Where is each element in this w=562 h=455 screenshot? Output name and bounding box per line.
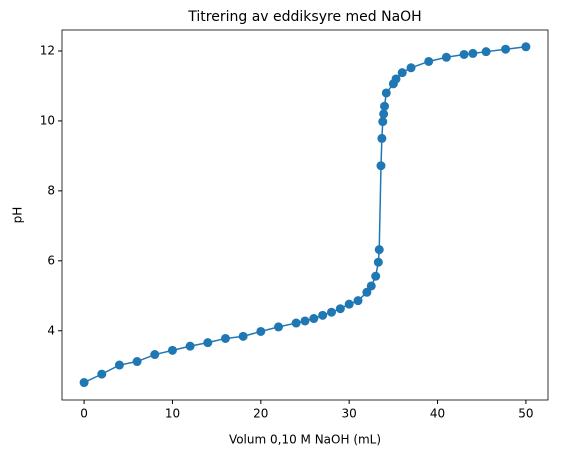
data-point <box>300 316 310 326</box>
y-tick-label: 12 <box>40 43 55 57</box>
data-point <box>150 350 160 360</box>
data-point <box>378 117 388 127</box>
data-point <box>318 310 328 320</box>
data-point <box>291 318 301 328</box>
x-tick-label: 50 <box>518 407 533 421</box>
data-point <box>441 52 451 62</box>
y-tick-label: 10 <box>40 113 55 127</box>
data-point <box>481 47 491 57</box>
data-point <box>381 88 391 98</box>
data-point <box>273 322 283 332</box>
x-tick-label: 0 <box>80 407 88 421</box>
data-point <box>327 307 337 317</box>
y-axis-label: pH <box>11 207 25 224</box>
x-axis-label: Volum 0,10 M NaOH (mL) <box>229 433 381 447</box>
x-tick-label: 30 <box>342 407 357 421</box>
data-point <box>377 133 387 143</box>
data-point <box>79 378 89 388</box>
data-point <box>406 63 416 73</box>
x-tick-label: 10 <box>165 407 180 421</box>
data-point <box>238 331 248 341</box>
data-point <box>203 338 213 348</box>
data-point <box>97 369 107 379</box>
data-point <box>167 345 177 355</box>
data-point <box>353 296 363 306</box>
x-tick-label: 20 <box>253 407 268 421</box>
data-point <box>380 101 390 111</box>
data-point <box>114 360 124 370</box>
data-point <box>459 49 469 59</box>
y-tick-label: 6 <box>47 253 55 267</box>
y-tick-label: 8 <box>47 183 55 197</box>
data-point <box>521 42 531 52</box>
data-point <box>397 68 407 78</box>
data-point <box>132 357 142 367</box>
data-point <box>468 48 478 58</box>
data-point <box>185 341 195 351</box>
data-point <box>424 56 434 66</box>
data-point <box>256 326 266 336</box>
data-point <box>371 271 381 281</box>
plot-frame <box>61 29 549 401</box>
data-point <box>376 161 386 171</box>
data-point <box>374 245 384 255</box>
data-point <box>391 74 401 84</box>
data-point <box>373 257 383 267</box>
y-tick-label: 4 <box>47 323 55 337</box>
data-line <box>83 46 526 384</box>
data-point <box>309 314 319 324</box>
data-point <box>220 333 230 343</box>
chart-title: Titrering av eddiksyre med NaOH <box>187 9 421 25</box>
data-point <box>379 109 389 119</box>
data-point <box>362 287 372 297</box>
data-point <box>501 44 511 54</box>
data-point <box>335 304 345 314</box>
data-point <box>366 281 376 291</box>
x-tick-label: 40 <box>430 407 445 421</box>
data-point <box>344 299 354 309</box>
